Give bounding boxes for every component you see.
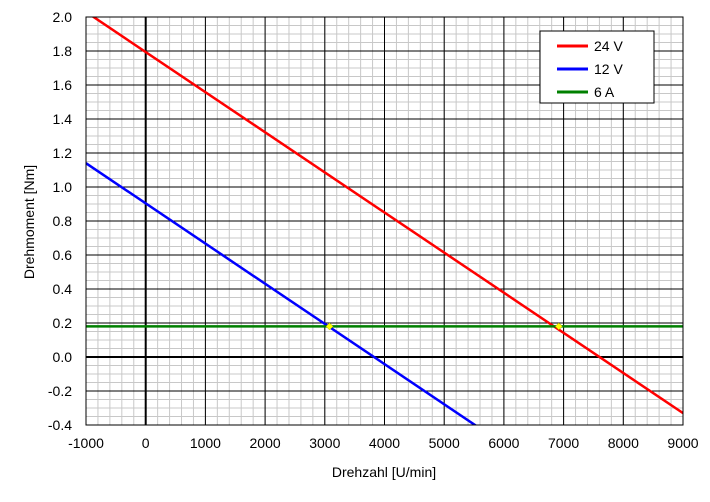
y-tick-label: 1.6 xyxy=(53,77,73,93)
legend: 24 V 12 V 6 A xyxy=(539,30,655,104)
x-tick-label: 5000 xyxy=(429,435,460,451)
x-tick-label: 2000 xyxy=(250,435,281,451)
y-tick-label: 1.4 xyxy=(53,111,73,127)
y-tick-label: 0.6 xyxy=(53,247,73,263)
plot-frame xyxy=(85,16,684,426)
x-tick-label: 4000 xyxy=(369,435,400,451)
y-tick-label: 1.0 xyxy=(53,179,73,195)
y-tick-label: 0.2 xyxy=(53,315,73,331)
y-tick-label: 2.0 xyxy=(53,9,73,25)
y-tick-label: 0.4 xyxy=(53,281,73,297)
y-tick-labels: 2.0 1.8 1.6 1.4 1.2 1.0 0.8 0.6 0.4 0.2 0.0 -0.2 -0.… xyxy=(48,9,72,433)
x-tick-label: 9000 xyxy=(667,435,698,451)
y-axis-label: Drehmoment [Nm] xyxy=(21,165,37,279)
x-tick-label: -1000 xyxy=(68,435,104,451)
series-line-0 xyxy=(91,17,683,415)
x-tick-label: 0 xyxy=(142,435,150,451)
legend-label-24v: 24 V xyxy=(594,38,623,54)
series-line-1 xyxy=(86,162,478,425)
x-tick-labels: -1000 0 1000 2000 3000 4000 5000 6000 7000 8000 90… xyxy=(68,435,699,451)
intersection-marker-0 xyxy=(325,322,334,331)
intersection-marker-1 xyxy=(554,322,563,331)
legend-label-12v: 12 V xyxy=(594,61,623,77)
x-tick-label: 1000 xyxy=(190,435,221,451)
x-axis-label: Drehzahl [U/min] xyxy=(332,464,436,480)
y-tick-label: 0.8 xyxy=(53,213,73,229)
y-tick-label: 1.8 xyxy=(53,43,73,59)
zero-axes xyxy=(86,17,683,425)
x-tick-label: 8000 xyxy=(608,435,639,451)
y-tick-label: 1.2 xyxy=(53,145,73,161)
marker-layer xyxy=(325,322,563,331)
y-tick-label: -0.4 xyxy=(48,417,72,433)
x-tick-label: 3000 xyxy=(309,435,340,451)
x-tick-label: 6000 xyxy=(488,435,519,451)
x-tick-label: 7000 xyxy=(548,435,579,451)
series-layer xyxy=(86,17,683,425)
y-tick-label: 0.0 xyxy=(53,349,73,365)
y-tick-label: -0.2 xyxy=(48,383,72,399)
legend-label-6a: 6 A xyxy=(594,84,615,100)
